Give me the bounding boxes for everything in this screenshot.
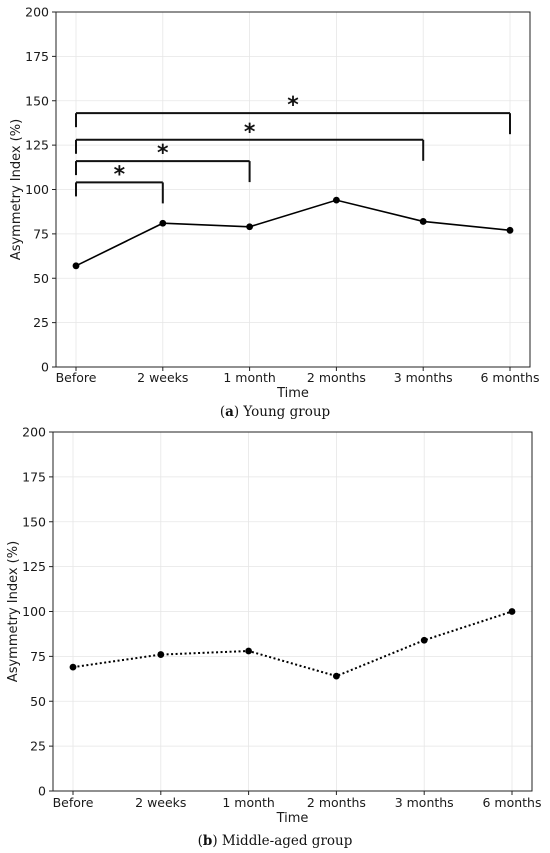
data-point <box>157 651 165 658</box>
y-tick-label: 25 <box>30 739 46 754</box>
significance-star: * <box>114 162 126 187</box>
y-tick-label: 50 <box>33 271 49 286</box>
data-point <box>333 672 340 680</box>
data-point <box>506 226 514 234</box>
chart-young-group: 0 25 50 75 100 125 150 175 200 Before 2 weeks 1 mon… <box>9 5 540 402</box>
significance-star: * <box>244 120 256 145</box>
data-point <box>72 262 80 270</box>
significance-bracket: * <box>75 93 511 135</box>
chart-middle-aged-group: 0 25 50 75 100 125 150 175 200 Before 2 weeks 1 mon… <box>6 425 542 827</box>
data-point <box>420 636 428 644</box>
x-tick-label: 1 month <box>223 370 276 385</box>
x-tick-label: 3 months <box>395 795 454 810</box>
y-tick-label: 100 <box>25 182 49 197</box>
y-tick-label: 150 <box>22 514 46 529</box>
x-tick-label: Before <box>56 370 97 385</box>
y-tick-label: 0 <box>41 360 49 375</box>
data-point <box>69 663 77 671</box>
x-tick-label: 2 months <box>307 370 366 385</box>
significance-bracket: * <box>75 141 251 183</box>
y-tick-label: 175 <box>25 49 49 64</box>
y-tick-label: 125 <box>25 138 49 153</box>
x-axis-label: Time <box>276 386 309 401</box>
data-point <box>159 219 167 227</box>
y-tick-label: 175 <box>22 469 46 484</box>
x-axis-label: Time <box>276 811 309 826</box>
caption-a: (a) Young group <box>220 404 330 420</box>
x-tick-label: 2 weeks <box>137 370 188 385</box>
data-point <box>419 218 427 225</box>
y-tick-label: 100 <box>22 604 46 619</box>
x-tick-label: 2 months <box>307 795 366 810</box>
series-line <box>72 610 513 678</box>
y-tick-label: 0 <box>38 784 46 799</box>
y-tick-label: 75 <box>30 649 46 664</box>
series-line <box>75 199 511 267</box>
y-tick-label: 75 <box>33 226 49 241</box>
data-point <box>333 196 340 204</box>
x-tick-label: 3 months <box>394 370 453 385</box>
significance-bracket: * <box>75 120 425 161</box>
y-tick-label: 50 <box>30 694 46 709</box>
caption-b: (b) Middle-aged group <box>198 833 353 849</box>
y-tick-label: 200 <box>25 5 49 20</box>
significance-star: * <box>157 141 169 166</box>
x-tick-label: Before <box>53 795 94 810</box>
y-tick-label: 150 <box>25 93 49 108</box>
data-point <box>245 647 253 655</box>
data-point <box>246 223 254 231</box>
y-tick-label: 125 <box>22 559 46 574</box>
x-tick-label: 1 month <box>222 795 275 810</box>
data-point <box>508 608 516 615</box>
y-tick-label: 25 <box>33 315 49 330</box>
x-tick-label: 6 months <box>482 795 541 810</box>
y-axis-label: Asymmetry Index (%) <box>6 541 21 682</box>
significance-star: * <box>287 93 299 118</box>
y-tick-label: 200 <box>22 425 46 440</box>
significance-bracket: * <box>75 162 164 204</box>
x-tick-label: 2 weeks <box>135 795 186 810</box>
y-axis-label: Asymmetry Index (%) <box>9 119 24 260</box>
x-tick-label: 6 months <box>480 370 539 385</box>
